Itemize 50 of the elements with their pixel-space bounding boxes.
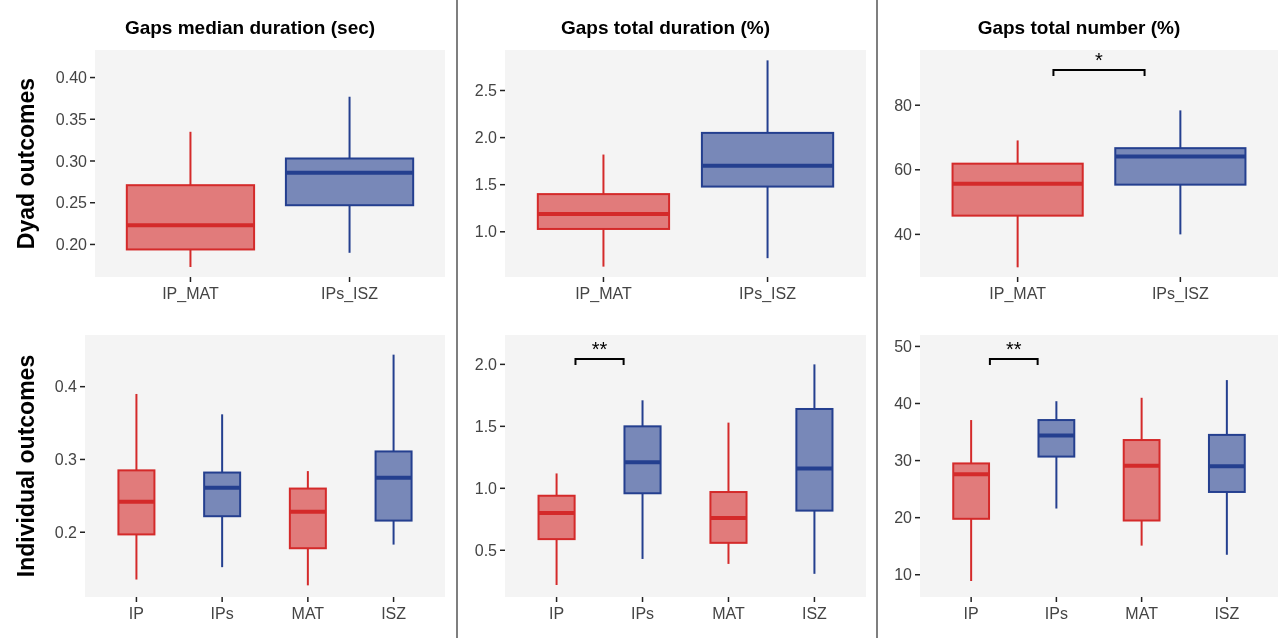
y-tick-label: 1.5 <box>474 176 498 194</box>
y-tick-label: 40 <box>894 225 913 243</box>
y-tick-label: 0.3 <box>54 451 78 469</box>
y-axis-title: Individual outcomes <box>13 354 39 578</box>
y-tick-label: 30 <box>894 452 913 470</box>
y-tick-label: 0.30 <box>55 152 88 170</box>
x-tick-label: IP_MAT <box>575 285 632 303</box>
x-tick-label: IPs_ISZ <box>321 285 379 303</box>
y-tick-label: 1.0 <box>474 479 498 497</box>
chart-title: Gaps total duration (%) <box>561 17 770 38</box>
y-tick-label: 1.5 <box>474 417 498 435</box>
y-tick-label: 0.35 <box>55 110 88 128</box>
x-tick-label: IPs <box>630 605 655 622</box>
annotation: ** <box>591 338 608 360</box>
chart-title: Gaps total number (%) <box>977 17 1181 38</box>
y-tick-label: 2.0 <box>474 355 498 373</box>
chart-title: Gaps median duration (sec) <box>124 17 376 38</box>
y-axis-title: Dyad outcomes <box>13 77 39 250</box>
y-tick-label: 60 <box>894 161 913 179</box>
x-tick-label: IPs <box>1044 605 1068 622</box>
x-tick-label: IPs <box>210 605 234 622</box>
y-tick-label: 50 <box>894 338 913 356</box>
x-tick-label: IPs_ISZ <box>739 285 797 303</box>
y-tick-label: 0.4 <box>54 378 78 396</box>
x-tick-label: IP <box>128 605 144 622</box>
x-tick-label: IPs_ISZ <box>1151 285 1210 303</box>
y-tick-label: 2.0 <box>474 129 498 147</box>
x-tick-label: MAT <box>291 605 325 622</box>
x-tick-label: IP <box>549 605 565 622</box>
x-tick-label: IP <box>963 605 979 622</box>
x-tick-label: MAT <box>712 605 745 622</box>
x-tick-label: ISZ <box>381 605 407 622</box>
y-tick-label: 80 <box>894 96 913 114</box>
annotation: ** <box>1005 338 1022 360</box>
y-tick-label: 0.20 <box>55 236 88 254</box>
y-tick-label: 0.40 <box>55 69 88 87</box>
y-tick-label: 2.5 <box>474 82 498 100</box>
annotation: * <box>1095 49 1104 71</box>
y-tick-label: 10 <box>894 566 913 584</box>
y-tick-label: 20 <box>894 509 913 527</box>
x-tick-label: ISZ <box>1214 605 1240 622</box>
y-tick-label: 40 <box>894 395 913 413</box>
y-tick-label: 1.0 <box>474 223 498 241</box>
y-tick-label: 0.2 <box>54 523 78 541</box>
y-tick-label: 0.25 <box>55 194 88 212</box>
x-tick-label: MAT <box>1125 605 1159 622</box>
x-tick-label: IP_MAT <box>162 285 219 303</box>
x-tick-label: IP_MAT <box>989 285 1047 303</box>
x-tick-label: ISZ <box>801 605 828 622</box>
y-tick-label: 0.5 <box>474 541 498 559</box>
